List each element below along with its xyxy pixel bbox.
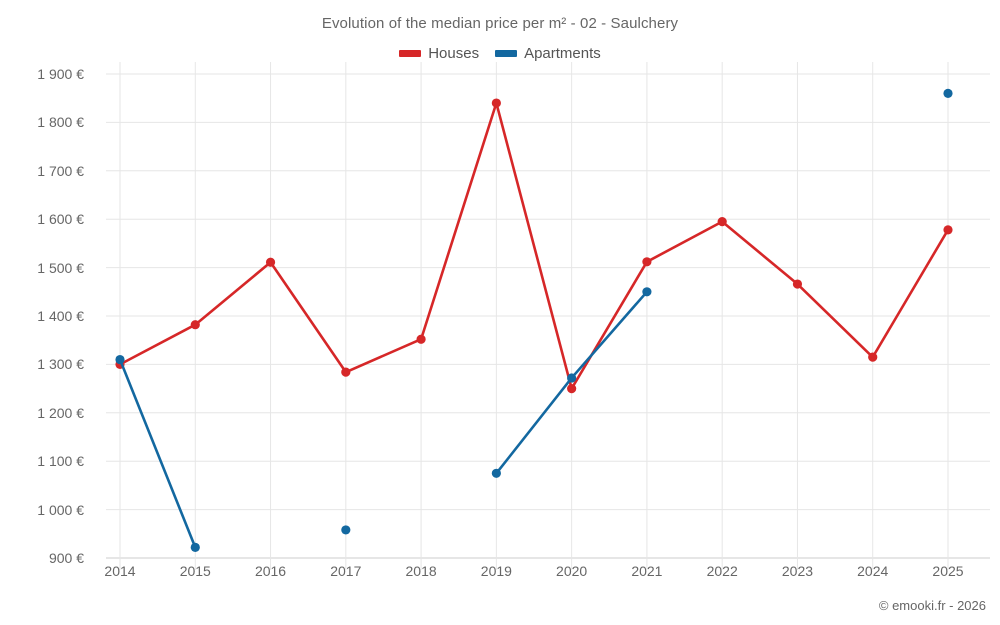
chart-legend: Houses Apartments [0, 45, 1000, 62]
x-axis-tick-label: 2015 [179, 563, 211, 579]
legend-item-houses[interactable]: Houses [399, 45, 479, 62]
y-axis-tick-label: 1 300 € [37, 356, 84, 373]
data-point-apartments-2014[interactable] [115, 354, 125, 365]
data-point-houses-2018[interactable] [416, 334, 426, 344]
x-axis-tick-label: 2014 [104, 563, 136, 579]
legend-label-apartments: Apartments [524, 45, 601, 62]
x-axis-tick-label: 2017 [330, 563, 362, 579]
data-point-houses-2020[interactable] [567, 384, 577, 394]
data-point-houses-2015[interactable] [190, 320, 200, 330]
data-point-houses-2023[interactable] [792, 279, 803, 289]
x-axis-tick-label: 2023 [781, 563, 814, 579]
data-point-houses-2021[interactable] [642, 257, 652, 267]
data-point-houses-2016[interactable] [265, 257, 276, 267]
data-point-apartments-2020[interactable] [567, 373, 577, 383]
x-axis-tick-label: 2025 [932, 563, 964, 579]
x-axis-tick-label: 2019 [480, 563, 512, 579]
y-axis-tick-label: 1 700 € [37, 162, 84, 179]
y-axis-tick-label: 1 900 € [37, 66, 84, 82]
data-point-houses-2025[interactable] [943, 225, 953, 235]
y-axis-tick-label: 1 100 € [37, 453, 84, 470]
x-axis-tick-label: 2022 [706, 563, 738, 579]
y-axis-tick-label: 1 400 € [37, 308, 84, 324]
y-axis-tick-label: 1 800 € [37, 114, 84, 131]
data-point-apartments-2019[interactable] [491, 468, 501, 478]
data-point-houses-2024[interactable] [868, 352, 878, 362]
data-point-apartments-2017[interactable] [341, 525, 351, 535]
x-axis-tick-label: 2024 [857, 563, 889, 579]
y-axis-tick-label: 1 200 € [37, 404, 84, 421]
legend-swatch-houses [399, 50, 422, 57]
y-axis-tick-label: 1 600 € [37, 211, 84, 228]
data-point-houses-2017[interactable] [341, 367, 351, 377]
data-point-apartments-2025[interactable] [943, 88, 953, 98]
y-axis-tick-label: 1 000 € [37, 501, 84, 518]
legend-item-apartments[interactable]: Apartments [495, 45, 601, 62]
legend-label-houses: Houses [428, 45, 480, 62]
data-point-apartments-2021[interactable] [642, 287, 652, 297]
copyright-footer: © emooki.fr - 2026 [878, 598, 986, 613]
y-axis-tick-label: 1 500 € [37, 259, 84, 276]
data-point-apartments-2015[interactable] [190, 542, 200, 552]
x-axis-tick-label: 2016 [254, 563, 287, 579]
series-line-houses [118, 101, 950, 390]
legend-swatch-apartments [495, 50, 518, 57]
series-line-apartments [118, 358, 197, 549]
x-axis-tick-label: 2021 [631, 563, 663, 579]
y-axis-tick-label: 900 € [48, 550, 84, 566]
data-point-houses-2019[interactable] [491, 98, 501, 108]
x-axis-tick-label: 2020 [556, 563, 588, 579]
data-point-houses-2022[interactable] [717, 217, 727, 227]
x-axis-tick-label: 2018 [405, 563, 437, 579]
chart-title: Evolution of the median price per m² - 0… [321, 15, 679, 32]
